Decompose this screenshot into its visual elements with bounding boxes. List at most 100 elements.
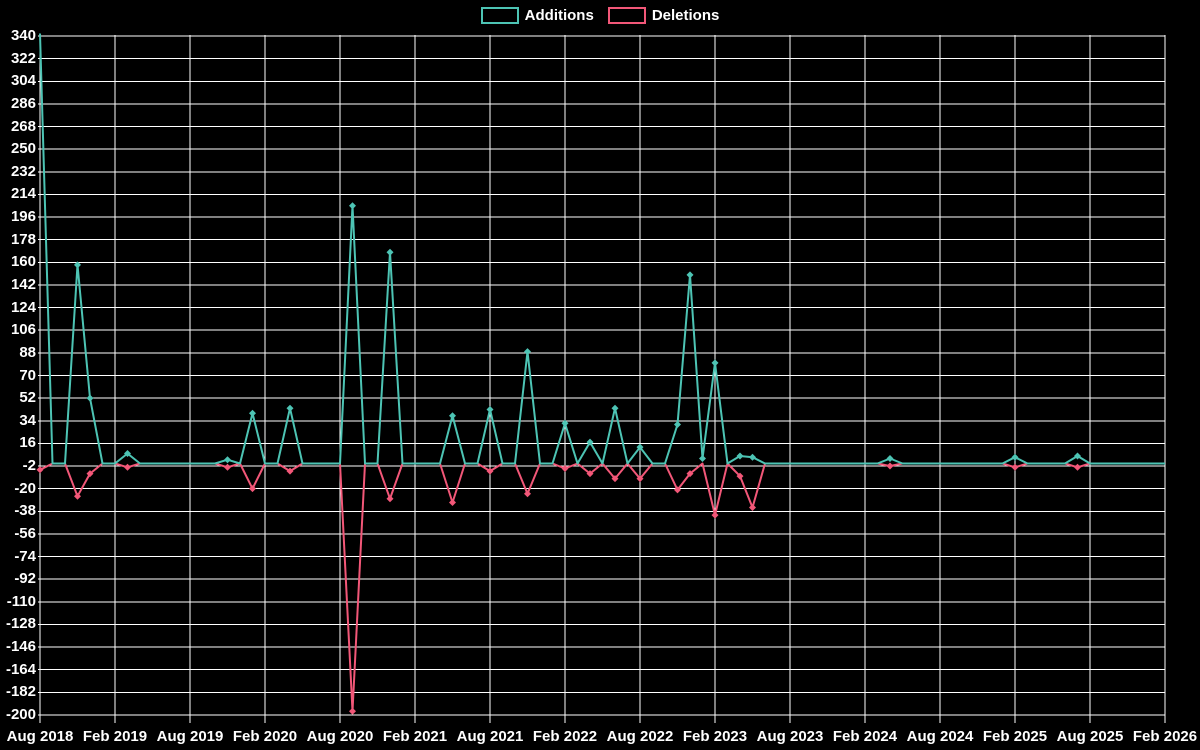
deletions-point-marker[interactable] [586, 470, 594, 478]
deletions-line [39, 462, 1165, 713]
legend-swatch-additions [480, 7, 519, 24]
additions-point-marker[interactable] [74, 261, 81, 269]
additions-line [39, 33, 1165, 465]
legend-label: Additions [524, 7, 594, 24]
x-axis-tick-label: Feb 2026 [1132, 728, 1198, 745]
additions-point-marker[interactable] [349, 202, 356, 210]
deletions-point-marker[interactable] [449, 498, 456, 506]
deletions-point-marker[interactable] [349, 707, 356, 715]
legend-item-additions[interactable]: Additions [480, 7, 594, 24]
additions-point-marker[interactable] [711, 359, 719, 367]
x-axis-tick-label: Feb 2020 [232, 728, 298, 745]
x-axis-tick-label: Feb 2023 [682, 728, 748, 745]
x-axis-tick-label: Aug 2021 [456, 728, 524, 745]
y-axis-tick-label: 268 [10, 117, 36, 135]
additions-point-marker[interactable] [449, 412, 456, 420]
y-axis-tick-label: -38 [14, 502, 36, 520]
y-axis-tick-label: 286 [10, 94, 36, 112]
additions-point-marker[interactable] [1011, 453, 1019, 461]
deletions-point-marker[interactable] [286, 467, 294, 475]
y-axis-tick-label: 322 [10, 49, 36, 67]
y-axis-tick-label: -74 [14, 547, 36, 565]
additions-point-marker[interactable] [524, 348, 531, 356]
chart-legend: Additions Deletions [0, 7, 1200, 24]
x-axis-tick-label: Aug 2019 [156, 728, 224, 745]
y-axis-tick-label: -182 [5, 683, 36, 701]
additions-point-marker[interactable] [686, 271, 694, 279]
deletions-point-marker[interactable] [636, 475, 644, 483]
deletions-point-marker[interactable] [524, 490, 531, 498]
y-axis-tick-label: 142 [10, 275, 36, 293]
y-axis-tick-label: 124 [10, 298, 36, 316]
y-axis-tick-label: 88 [19, 343, 36, 361]
deletions-point-marker[interactable] [1074, 463, 1081, 471]
deletions-point-marker[interactable] [36, 466, 44, 474]
additions-point-marker[interactable] [736, 452, 744, 460]
y-axis-tick-label: 52 [19, 389, 36, 407]
y-axis-tick-label: -56 [14, 524, 36, 542]
x-axis-tick-label: Aug 2023 [756, 728, 824, 745]
additions-point-marker[interactable] [674, 421, 681, 429]
deletions-point-marker[interactable] [736, 472, 744, 480]
y-axis-tick-label: 232 [10, 162, 36, 180]
y-axis-tick-label: 214 [10, 185, 36, 203]
additions-point-marker[interactable] [224, 456, 231, 464]
x-axis-tick-label: Feb 2025 [982, 728, 1048, 745]
additions-point-marker[interactable] [749, 453, 756, 461]
deletions-point-marker[interactable] [674, 486, 681, 494]
x-axis-tick-label: Feb 2021 [382, 728, 448, 745]
y-axis-tick-label: -20 [14, 479, 36, 497]
y-axis-tick-label: 304 [10, 72, 36, 90]
deletions-point-marker[interactable] [249, 485, 256, 493]
deletions-point-marker[interactable] [486, 467, 494, 475]
legend-item-deletions[interactable]: Deletions [607, 7, 720, 24]
x-axis-tick-label: Feb 2024 [832, 728, 898, 745]
additions-point-marker[interactable] [586, 438, 594, 446]
additions-point-marker[interactable] [1074, 452, 1081, 460]
legend-label: Deletions [651, 7, 720, 24]
deletions-point-marker[interactable] [86, 470, 94, 478]
series-additions [39, 33, 1165, 465]
additions-point-marker[interactable] [86, 394, 94, 402]
x-axis-tick-label: Aug 2025 [1056, 728, 1124, 745]
additions-point-marker[interactable] [611, 404, 619, 412]
deletions-point-marker[interactable] [611, 475, 619, 483]
y-axis-tick-label: -2 [22, 457, 36, 475]
deletions-point-marker[interactable] [124, 463, 131, 471]
x-axis-tick-label: Feb 2019 [82, 728, 148, 745]
deletions-point-marker[interactable] [1011, 463, 1019, 471]
y-axis-tick-label: 160 [10, 253, 36, 271]
deletions-point-marker[interactable] [886, 462, 894, 470]
y-axis-tick-label: 34 [19, 411, 36, 429]
y-axis-tick-label: 16 [19, 434, 36, 452]
additions-point-marker[interactable] [249, 409, 256, 417]
deletions-point-marker[interactable] [561, 465, 569, 473]
y-axis-tick-label: 178 [10, 230, 36, 248]
additions-point-marker[interactable] [561, 419, 569, 427]
x-axis-tick-label: Aug 2020 [306, 728, 374, 745]
deletions-point-marker[interactable] [224, 463, 231, 471]
additions-point-marker[interactable] [124, 449, 131, 457]
x-axis-tick-label: Aug 2018 [6, 728, 74, 745]
additions-point-marker[interactable] [386, 248, 394, 256]
additions-point-marker[interactable] [486, 405, 494, 413]
y-axis-tick-label: 106 [10, 321, 36, 339]
y-axis-tick-label: 340 [10, 27, 36, 44]
y-axis-tick-label: -164 [5, 660, 36, 678]
x-axis-tick-label: Feb 2022 [532, 728, 598, 745]
y-axis-tick-label: 196 [10, 208, 36, 226]
gridlines [38, 35, 1166, 723]
deletions-point-marker[interactable] [711, 511, 719, 519]
deletions-point-marker[interactable] [386, 495, 394, 503]
additions-point-marker[interactable] [886, 454, 894, 462]
y-axis-tick-label: -110 [6, 592, 36, 610]
deletions-point-marker[interactable] [74, 492, 81, 500]
deletions-point-marker[interactable] [686, 470, 694, 478]
additions-point-marker[interactable] [699, 454, 706, 462]
additions-point-marker[interactable] [286, 404, 294, 412]
additions-point-marker[interactable] [636, 443, 644, 451]
x-axis-tick-label: Aug 2024 [906, 728, 974, 745]
deletions-point-marker[interactable] [749, 504, 756, 512]
